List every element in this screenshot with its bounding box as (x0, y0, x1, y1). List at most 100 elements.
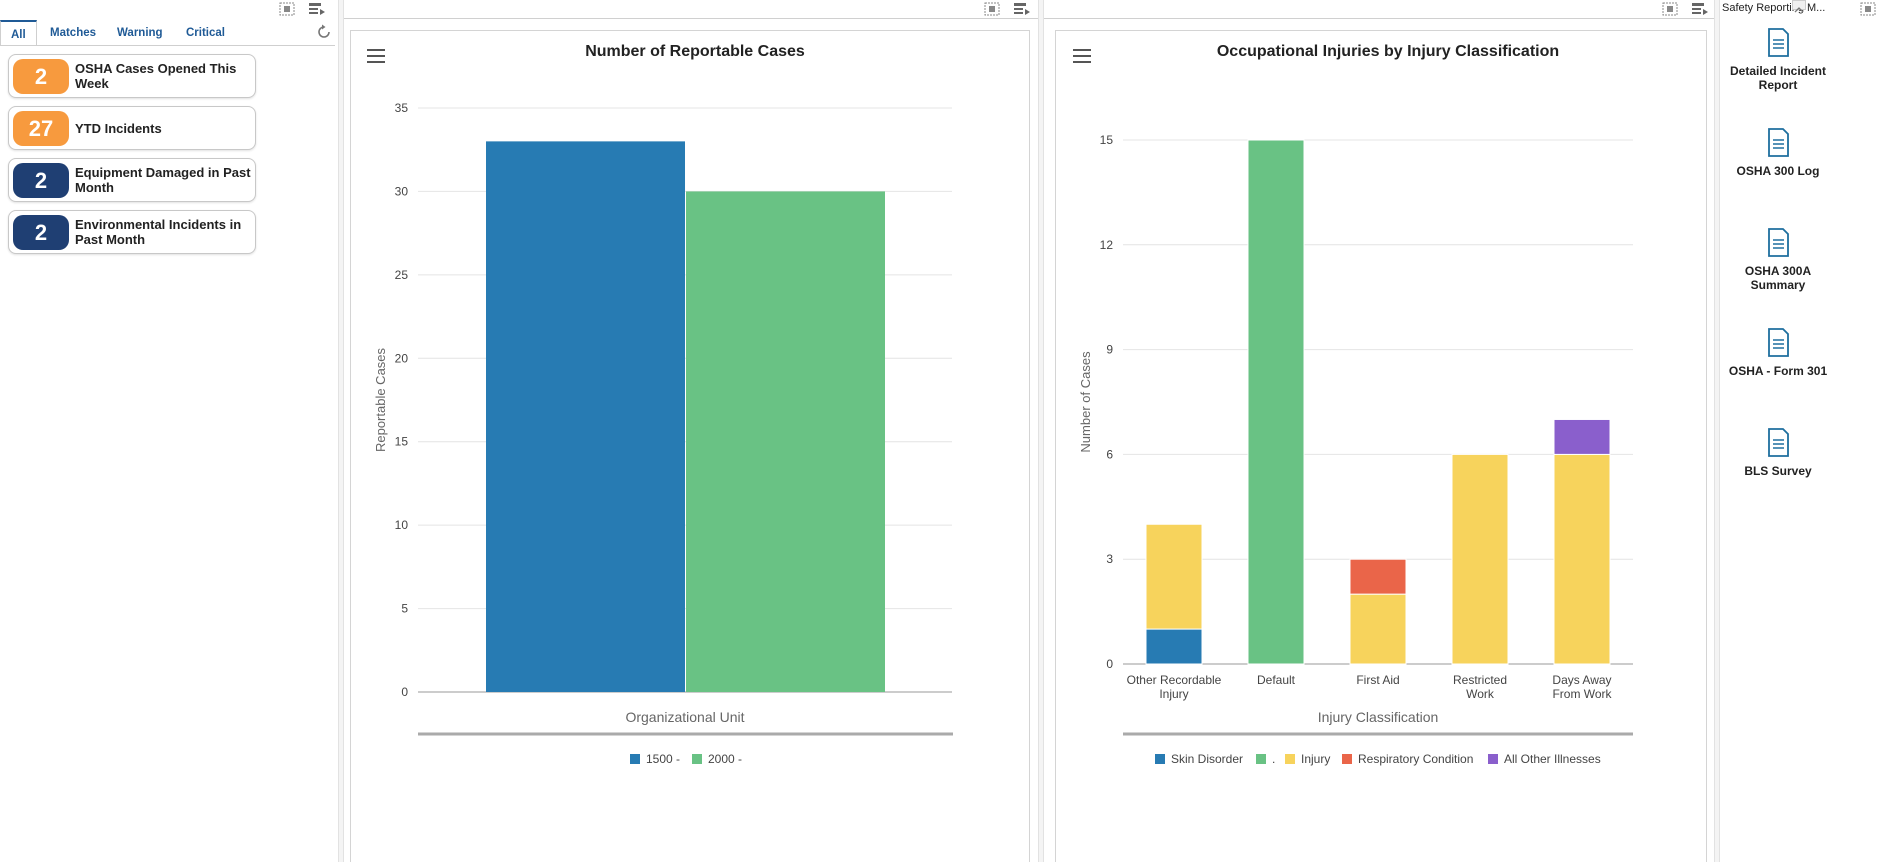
link-detailed-incident-report[interactable]: Detailed Incident Report (1720, 28, 1836, 92)
x-tick-label: Restricted (1453, 673, 1507, 687)
kpi-label: Equipment Damaged in Past Month (75, 165, 251, 195)
kpi-label: Environmental Incidents in Past Month (75, 217, 242, 247)
x-tick-label: Work (1466, 687, 1495, 701)
kpi-tile-osha-cases[interactable]: 2 OSHA Cases Opened This Week (8, 54, 256, 98)
tab-warning[interactable]: Warning (117, 27, 163, 39)
tab-all[interactable]: All (0, 20, 37, 46)
pane-header-divider (344, 18, 1038, 19)
x-axis-title: Organizational Unit (625, 709, 744, 725)
legend-label: Injury (1301, 752, 1330, 766)
kpi-tile-environmental-incidents[interactable]: 2 Environmental Incidents in Past Month (8, 210, 256, 254)
bar-segment (1553, 453, 1611, 665)
y-tick-label: 0 (401, 685, 408, 699)
x-axis-title: Injury Classification (1318, 709, 1439, 725)
pane-splitter-3[interactable] (1714, 0, 1720, 862)
legend-label: Respiratory Condition (1358, 752, 1473, 766)
y-tick-label: 9 (1106, 343, 1113, 357)
chart-title: Occupational Injuries by Injury Classifi… (1216, 43, 1560, 60)
pane-menu-icon[interactable] (309, 2, 325, 16)
bar-segment (1349, 558, 1407, 595)
pane-splitter-1[interactable] (338, 0, 344, 862)
y-tick-label: 3 (1106, 552, 1113, 566)
x-tick-label: Default (1257, 673, 1296, 687)
x-tick-label: Days Away (1552, 673, 1611, 687)
y-tick-label: 5 (401, 602, 408, 616)
pane-header-title: Safety Reporting M... (1722, 2, 1826, 14)
bar-segment (1247, 139, 1305, 665)
kpi-count-badge: 2 (13, 215, 69, 250)
y-tick-label: 30 (395, 184, 409, 198)
document-icon (1768, 128, 1789, 157)
pane-menu-icon[interactable] (1014, 2, 1030, 16)
legend-swatch (630, 754, 640, 764)
legend-swatch (1155, 754, 1165, 764)
link-osha-300-log[interactable]: OSHA 300 Log (1720, 128, 1836, 178)
legend-swatch (1488, 754, 1498, 764)
bar-1500 (486, 141, 685, 692)
maximize-icon[interactable] (1662, 2, 1678, 16)
chart-title: Number of Reportable Cases (585, 43, 805, 60)
legend-swatch (1285, 754, 1295, 764)
x-tick-label: Injury (1159, 687, 1188, 701)
refresh-icon[interactable] (316, 24, 332, 40)
y-tick-label: 25 (395, 268, 409, 282)
kpi-tile-equipment-damaged[interactable]: 2 Equipment Damaged in Past Month (8, 158, 256, 202)
kpi-label: OSHA Cases Opened This Week (75, 61, 237, 91)
maximize-icon[interactable] (984, 2, 1000, 16)
x-tick-label: Other Recordable (1127, 673, 1222, 687)
bar-segment (1349, 593, 1407, 665)
x-tick-label: From Work (1552, 687, 1612, 701)
legend-swatch (692, 754, 702, 764)
y-tick-label: 0 (1106, 657, 1113, 671)
kpi-count-badge: 27 (13, 111, 69, 146)
legend-swatch (1342, 754, 1352, 764)
y-axis-title: Number of Cases (1078, 351, 1093, 453)
document-icon (1768, 428, 1789, 457)
bar-segment (1553, 418, 1611, 455)
y-tick-label: 6 (1106, 447, 1113, 461)
y-tick-label: 10 (395, 518, 409, 532)
link-label: BLS Survey (1744, 464, 1812, 478)
pane-splitter-2[interactable] (1038, 0, 1044, 862)
bar-2000 (686, 191, 885, 692)
legend-label: 1500 - (646, 752, 680, 766)
link-label: OSHA 300 Log (1736, 164, 1820, 178)
link-osha-300a-summary[interactable]: OSHA 300A Summary (1720, 228, 1836, 292)
kpi-count-badge: 2 (13, 163, 69, 198)
pane-menu-icon[interactable] (1692, 2, 1708, 16)
reportable-cases-chart: 0 5 10 15 20 25 30 35 Organizational Unit Reporta… (373, 101, 953, 766)
kpi-count-badge: 2 (13, 59, 69, 94)
maximize-icon[interactable] (279, 2, 295, 16)
legend-label: . (1272, 752, 1275, 766)
link-bls-survey[interactable]: BLS Survey (1720, 428, 1836, 478)
kpi-tile-ytd-incidents[interactable]: 27 YTD Incidents (8, 106, 256, 150)
legend-label: Skin Disorder (1171, 752, 1243, 766)
y-tick-label: 35 (395, 101, 409, 115)
y-tick-label: 12 (1100, 238, 1114, 252)
link-label: OSHA 300A Summary (1744, 264, 1812, 292)
link-label: Detailed Incident Report (1729, 64, 1827, 92)
legend-label: 2000 - (708, 752, 742, 766)
filter-tabs: All Matches Warning Critical (0, 20, 335, 46)
document-icon (1768, 328, 1789, 357)
document-icon (1768, 228, 1789, 257)
link-osha-form-301[interactable]: OSHA - Form 301 (1720, 328, 1836, 378)
kpi-label: YTD Incidents (75, 120, 162, 136)
pane-header-divider (1044, 18, 1714, 19)
link-label: OSHA - Form 301 (1728, 364, 1828, 378)
y-tick-label: 15 (395, 435, 409, 449)
y-axis-title: Reportable Cases (373, 347, 388, 452)
x-tick-label: First Aid (1356, 673, 1399, 687)
y-tick-label: 20 (395, 351, 409, 365)
bar-segment (1451, 453, 1509, 665)
legend-label: All Other Illnesses (1504, 752, 1601, 766)
bar-segment (1145, 523, 1203, 630)
tab-matches[interactable]: Matches (50, 27, 97, 39)
chart-menu-icon[interactable] (367, 49, 385, 63)
collapse-icon[interactable] (1792, 0, 1806, 13)
chart-menu-icon[interactable] (1073, 49, 1091, 63)
bar-segment (1145, 628, 1203, 665)
maximize-icon[interactable] (1860, 2, 1876, 16)
tab-critical[interactable]: Critical (186, 27, 225, 39)
